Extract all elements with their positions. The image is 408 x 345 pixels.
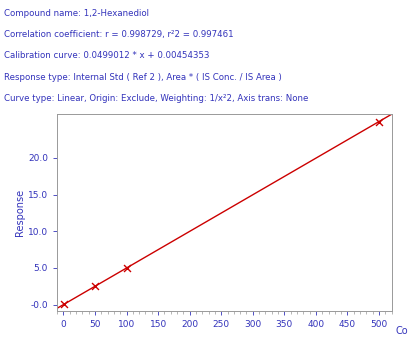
Point (376, 119, 382, 124)
Text: Compound name: 1,2-Hexanediol: Compound name: 1,2-Hexanediol (4, 9, 149, 18)
Y-axis label: Response: Response (15, 189, 25, 236)
Text: Correlation coefficient: r = 0.998729, r²2 = 0.997461: Correlation coefficient: r = 0.998729, r… (4, 30, 234, 39)
Text: Conc: Conc (396, 326, 408, 336)
Point (61, 302, 67, 307)
Text: Calibration curve: 0.0499012 * x + 0.00454353: Calibration curve: 0.0499012 * x + 0.004… (4, 51, 210, 60)
Text: Response type: Internal Std ( Ref 2 ), Area * ( IS Conc. / IS Area ): Response type: Internal Std ( Ref 2 ), A… (4, 73, 282, 82)
Point (123, 265, 130, 271)
Text: Curve type: Linear, Origin: Exclude, Weighting: 1/x²2, Axis trans: None: Curve type: Linear, Origin: Exclude, Wei… (4, 94, 308, 103)
Point (92, 283, 98, 289)
